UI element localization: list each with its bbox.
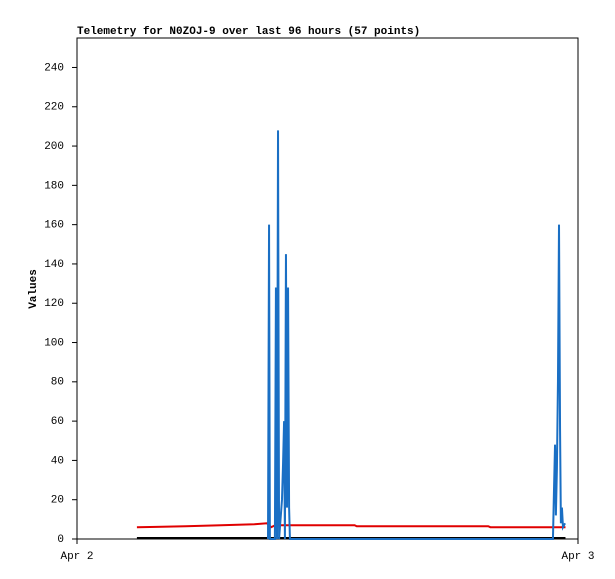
y-tick-label: 200: [44, 141, 64, 153]
y-tick-label: 160: [44, 220, 64, 232]
y-tick-label: 180: [44, 180, 64, 192]
y-tick-label: 20: [51, 495, 64, 507]
series-line: [267, 130, 566, 540]
chart-title: Telemetry for N0ZOJ-9 over last 96 hours…: [77, 26, 420, 38]
y-tick-label: 100: [44, 337, 64, 349]
y-tick-label: 240: [44, 62, 64, 74]
y-tick-label: 220: [44, 102, 64, 114]
y-tick-label: 140: [44, 259, 64, 271]
series-line: [136, 522, 566, 529]
y-tick-label: 120: [44, 298, 64, 310]
y-tick-label: 60: [51, 416, 64, 428]
y-axis-label: Values: [28, 269, 40, 309]
x-tick-label: Apr 2: [60, 551, 93, 563]
y-tick-label: 0: [57, 534, 64, 546]
x-tick-label: Apr 3: [561, 551, 594, 563]
y-tick-label: 80: [51, 377, 64, 389]
y-tick-label: 40: [51, 455, 64, 467]
